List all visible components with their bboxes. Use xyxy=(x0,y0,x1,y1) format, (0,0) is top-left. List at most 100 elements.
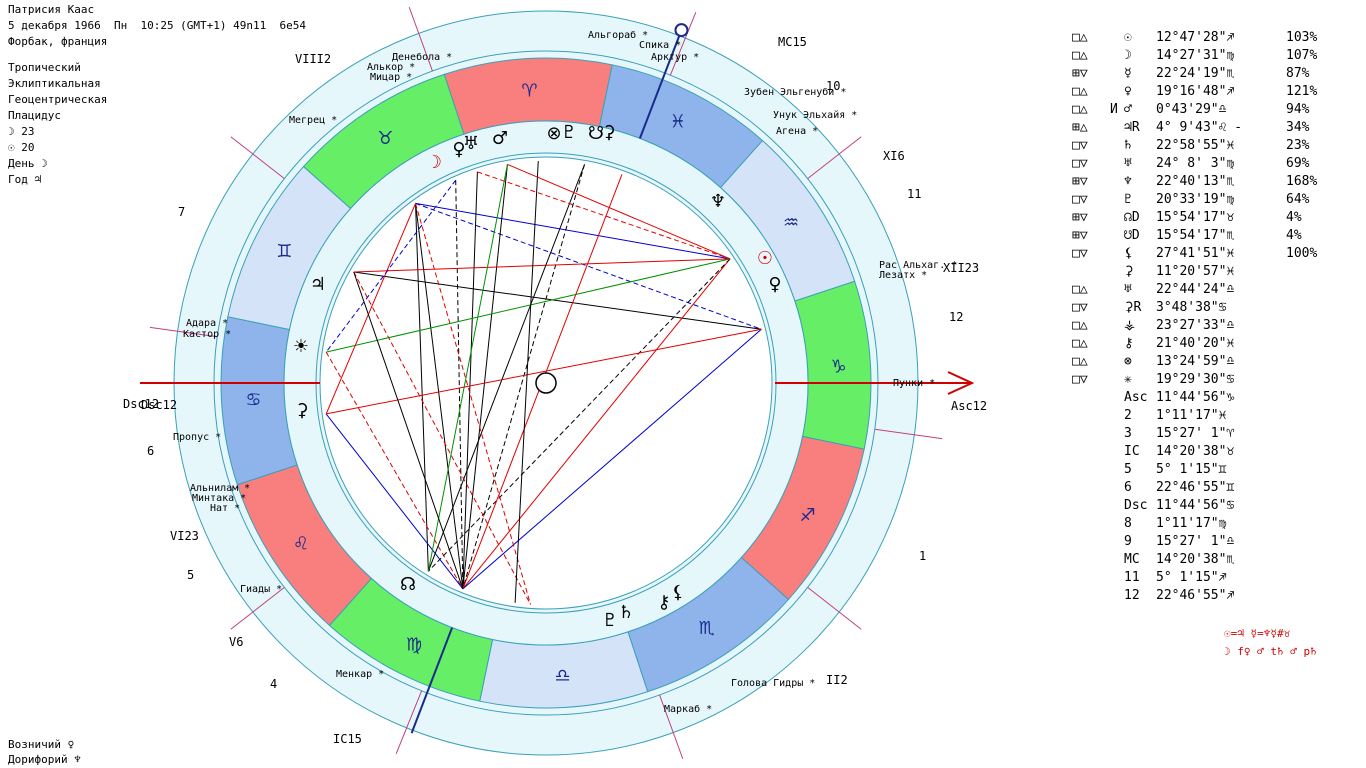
position-value: 3°48'38"♋ xyxy=(1156,300,1227,315)
relations-line-1: ☉=♃ ☿=♆☿#♉ xyxy=(1224,627,1291,640)
planet-glyph: ⚳R xyxy=(1124,300,1142,315)
planet-glyph: ⚳ xyxy=(1124,264,1134,279)
aspect-line xyxy=(477,171,731,260)
position-value: 14°27'31"♍ xyxy=(1156,48,1235,63)
position-value: 20°33'19"♍ xyxy=(1156,192,1235,207)
asc-label: Asc12 xyxy=(951,399,987,413)
sign-glyph: ♋ xyxy=(245,390,261,411)
position-value: 11°20'57"♓ xyxy=(1156,264,1235,279)
position-value: 22°58'55"♓ xyxy=(1156,138,1235,153)
planet-glyph: ♂ xyxy=(1124,102,1132,117)
sign-glyph: ♊ xyxy=(276,241,292,262)
planet-glyph: ⚸ xyxy=(671,582,684,603)
house-cusp xyxy=(669,11,697,76)
aspect-marks: □△ xyxy=(1072,102,1088,117)
doryphory-label: Дорифорий ♆ xyxy=(8,753,81,766)
position-value: 21°40'20"♓ xyxy=(1156,336,1235,351)
house-number: VIII2 xyxy=(295,52,331,66)
aspect-line xyxy=(427,164,508,572)
planet-glyph: ⚸ xyxy=(1124,246,1134,261)
planet-glyph: ♀ xyxy=(452,139,465,160)
house-number: V6 xyxy=(229,635,243,649)
day-ruler: День ☽ xyxy=(8,157,48,170)
aspect-line xyxy=(415,202,731,260)
house-cusp xyxy=(230,587,285,630)
house-cusp xyxy=(149,326,218,338)
planet-glyph: ♆ xyxy=(710,191,726,212)
sign-glyph: ♓ xyxy=(670,111,686,132)
position-value: 24° 8' 3"♍ xyxy=(1156,156,1235,171)
position-value: 22°46'55"♊ xyxy=(1156,480,1235,495)
planet-glyph: 11 xyxy=(1124,570,1140,585)
position-value: 22°46'55"♐ xyxy=(1156,588,1235,603)
planet-glyph: ♇ xyxy=(1124,192,1132,207)
star-label: Арктур * xyxy=(651,52,699,63)
aspect-marks: □▽ xyxy=(1072,372,1088,387)
strength-value: 4% xyxy=(1286,228,1302,243)
star-label: Голова Гидры * xyxy=(731,678,815,689)
mc-axis xyxy=(638,32,682,139)
ic-label: IC15 xyxy=(333,732,362,746)
aspect-line xyxy=(462,328,762,590)
position-value: 22°24'19"♏ xyxy=(1156,66,1235,81)
house-cusp xyxy=(408,6,433,72)
planet-glyph: 9 xyxy=(1124,534,1132,549)
star-label: Спика * xyxy=(639,40,681,51)
dsc-label: Dsc12 xyxy=(123,397,159,411)
position-value: 13°24'59"♎ xyxy=(1156,354,1235,369)
planet-glyph: ♀ xyxy=(1124,84,1132,99)
planet-glyph: ☉ xyxy=(1124,30,1132,45)
aspect-marks: □▽ xyxy=(1072,246,1088,261)
strength-value: 64% xyxy=(1286,192,1310,207)
position-value: 12°47'28"♐ xyxy=(1156,30,1235,45)
planet-glyph: ☋D xyxy=(1124,228,1140,243)
house-number: 5 xyxy=(187,568,194,582)
planet-glyph: ☊D xyxy=(1124,210,1140,225)
star-label: Агена * xyxy=(776,126,818,137)
planet-glyph: ♅ xyxy=(1124,156,1132,171)
sign-glyph: ♍ xyxy=(406,635,422,656)
moon-number: ☽ 23 xyxy=(8,125,35,138)
house-number: XI6 xyxy=(883,149,905,163)
position-value: 11°44'56"♋ xyxy=(1156,498,1235,513)
house-number: 12 xyxy=(949,310,963,324)
aspect-line xyxy=(326,258,731,353)
birth-date: 5 декабря 1966 Пн 10:25 (GMT+1) 49n11 6e… xyxy=(8,19,307,32)
aspect-marks: □△ xyxy=(1072,282,1088,297)
sign-glyph: ♉ xyxy=(377,128,393,149)
planet-glyph: Dsc xyxy=(1124,498,1148,513)
aspect-line xyxy=(353,271,762,330)
star-label: Лезатх * xyxy=(879,270,927,281)
position-value: 19°29'30"♋ xyxy=(1156,372,1235,387)
planet-glyph: ⚳ xyxy=(295,400,308,421)
house-cusp xyxy=(874,428,943,440)
setting-coords: Эклиптикальная xyxy=(8,77,101,90)
position-value: 4° 9'43"♌ - xyxy=(1156,120,1243,135)
position-value: 22°44'24"♎ xyxy=(1156,282,1235,297)
planet-glyph: ♄ xyxy=(618,602,634,623)
planet-glyph: ☊ xyxy=(400,574,416,595)
planet-glyph: MC xyxy=(1124,552,1140,567)
planet-glyph: ♆ xyxy=(1124,174,1132,189)
aspect-line xyxy=(325,351,464,590)
planet-glyph: ♇ xyxy=(602,610,618,631)
aspect-marks: □▽ xyxy=(1072,138,1088,153)
aspect-line xyxy=(415,203,464,589)
planet-glyph: ✳ xyxy=(1124,372,1132,387)
mc-marker xyxy=(674,23,689,38)
star-label: Адара * xyxy=(186,318,228,329)
charioteer-label: Возничий ♀ xyxy=(8,738,75,751)
aspect-marks: ⊞▽ xyxy=(1072,228,1088,243)
strength-value: 34% xyxy=(1286,120,1310,135)
planet-glyph: ♅ xyxy=(463,133,479,154)
planet-glyph: 3 xyxy=(1124,426,1132,441)
aspect-line xyxy=(415,202,762,330)
natal-chart-wheel: ♑♒♓♈♉♊♋♌♍♎♏♐☽♀♅ ♂ ⊗ ♇ ☋⚳♆☉♀♃☀⚳☊♇ ♄ ⚷ ⚸Альгораб … xyxy=(123,6,987,760)
aspect-line xyxy=(325,179,457,353)
house-number: XII23 xyxy=(943,261,979,275)
sign-glyph: ♈ xyxy=(521,80,537,101)
star-label: Мицар * xyxy=(370,72,412,83)
aspect-marks: ⊞▽ xyxy=(1072,66,1088,81)
setting-zodiac: Тропический xyxy=(8,61,81,74)
aspect-marks: □△ xyxy=(1072,30,1088,45)
